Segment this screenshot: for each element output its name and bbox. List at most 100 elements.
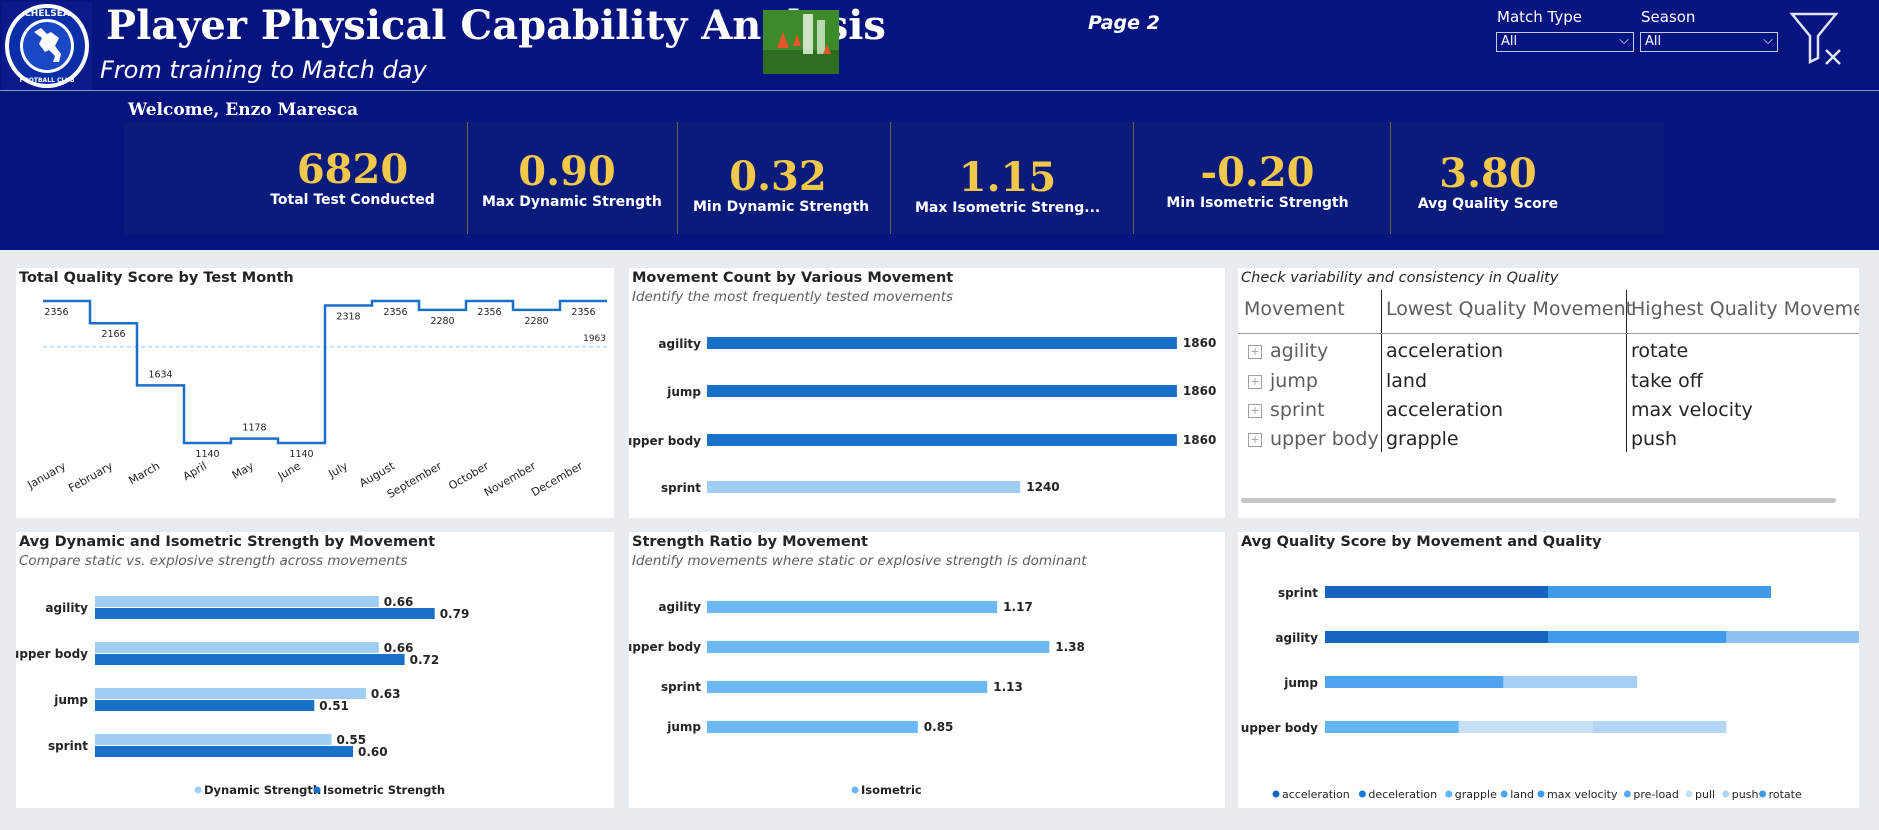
data-label: 1.38: [1055, 640, 1085, 654]
legend-marker: [1358, 790, 1366, 798]
highest-cell: take off: [1631, 370, 1703, 392]
data-label: 1634: [148, 369, 172, 380]
legend-label: Isometric: [861, 783, 922, 797]
kpi-divider: [890, 122, 891, 234]
movement-cell: jump: [1270, 370, 1318, 392]
column-header-movement[interactable]: Movement: [1244, 298, 1345, 320]
x-tick-label: November: [482, 459, 538, 499]
line-chart-panel[interactable]: Total Quality Score by Test Month 1963 23…: [16, 268, 614, 518]
legend-label: max velocity: [1547, 788, 1618, 801]
chart-subtitle: Identify the most frequently tested move…: [632, 289, 954, 305]
data-label: 2318: [336, 311, 360, 322]
data-label: 2356: [571, 307, 595, 318]
average-label: 1963: [583, 334, 606, 344]
chevron-down-icon: ⌵: [1619, 33, 1629, 48]
movement-cell: upper body: [1270, 428, 1379, 450]
data-label: 0.60: [358, 745, 388, 759]
column-divider: [1626, 290, 1627, 452]
chart-title: Avg Quality Score by Movement and Qualit…: [1241, 534, 1602, 550]
page-number-label: Page 2: [1088, 12, 1160, 34]
expand-icon[interactable]: +: [1248, 374, 1262, 389]
quality-chart-panel[interactable]: Avg Quality Score by Movement and Qualit…: [1238, 532, 1859, 808]
y-tick-label: upper body: [1241, 721, 1318, 735]
legend-label: deceleration: [1368, 788, 1437, 801]
horizontal-scrollbar[interactable]: [1241, 498, 1836, 503]
data-label: 1.13: [993, 680, 1023, 694]
data-label: 0.55: [337, 733, 367, 747]
table-row[interactable]: + jump: [1248, 370, 1318, 392]
data-label: 2280: [430, 316, 454, 327]
legend-marker: [1272, 790, 1280, 798]
lowest-cell: acceleration: [1386, 340, 1504, 362]
y-tick-label: sprint: [661, 481, 701, 495]
kpi-divider: [1390, 122, 1391, 234]
bar-isometric: [95, 654, 405, 665]
highest-cell: rotate: [1631, 340, 1689, 362]
x-tick-label: June: [275, 459, 303, 483]
movement-count-chart: agility 1860 jump 1860 upper body 1860 sprint 1…: [629, 336, 1216, 495]
lowest-cell: acceleration: [1386, 399, 1504, 421]
table-row[interactable]: + agility: [1248, 340, 1328, 362]
y-tick-label: jump: [1283, 676, 1318, 690]
bar-dynamic: [95, 688, 366, 699]
stacked-segment: [1548, 586, 1771, 598]
stacked-segment: [1458, 721, 1593, 733]
ratio-chart: agility 1.17 upper body 1.38 sprint 1.13 jump 0…: [629, 600, 1085, 797]
table-row[interactable]: + sprint: [1248, 399, 1325, 421]
season-value: All: [1645, 34, 1662, 49]
kpi-min-isometric: -0.20 Min Isometric Strength: [1165, 151, 1350, 263]
table-row[interactable]: + upper body: [1248, 428, 1379, 450]
data-label: 0.51: [319, 699, 349, 713]
kpi-label: Max Dynamic Strength: [482, 194, 662, 210]
column-header-highest[interactable]: Highest Quality Movement: [1631, 298, 1859, 320]
kpi-value: 6820: [296, 146, 409, 193]
legend-label: push: [1732, 788, 1759, 801]
bar: [707, 385, 1177, 397]
column-header-lowest[interactable]: Lowest Quality Movement: [1386, 298, 1634, 320]
legend-label: Isometric Strength: [323, 783, 445, 797]
column-divider: [1381, 290, 1382, 452]
bar-dynamic: [95, 734, 332, 745]
data-label: 0.85: [924, 720, 954, 734]
strength-chart-panel[interactable]: Avg Dynamic and Isometric Strength by Mo…: [16, 532, 614, 808]
y-tick-label: sprint: [661, 680, 701, 694]
bar-isometric: [95, 746, 353, 757]
kpi-avg-quality: 3.80 Avg Quality Score: [1403, 152, 1573, 264]
kpi-total-tests: 6820 Total Test Conducted: [270, 148, 435, 260]
page-subtitle: From training to Match day: [100, 56, 427, 84]
kpi-divider: [1133, 122, 1134, 234]
expand-icon[interactable]: +: [1248, 344, 1262, 359]
expand-icon[interactable]: +: [1248, 403, 1262, 418]
table-title: Check variability and consistency in Qua…: [1241, 270, 1559, 286]
season-slicer[interactable]: All ⌵: [1640, 32, 1778, 52]
chevron-down-icon: ⌵: [1763, 33, 1773, 48]
expand-icon[interactable]: +: [1248, 432, 1262, 447]
chart-title: Strength Ratio by Movement: [632, 534, 868, 550]
data-label: 0.66: [384, 641, 414, 655]
legend-marker: [851, 786, 859, 794]
kpi-value: 3.80: [1439, 150, 1537, 197]
match-type-slicer[interactable]: All ⌵: [1496, 32, 1634, 52]
match-type-value: All: [1501, 34, 1518, 49]
kpi-label: Min Isometric Strength: [1166, 195, 1349, 211]
data-label: 1140: [195, 449, 219, 460]
ratio-chart-panel[interactable]: Strength Ratio by Movement Identify move…: [629, 532, 1225, 808]
legend-marker: [1685, 790, 1693, 798]
chart-subtitle: Compare static vs. explosive strength ac…: [19, 553, 408, 569]
data-label: 2356: [44, 307, 68, 318]
legend-label: pre-load: [1633, 788, 1679, 801]
movement-count-panel[interactable]: Movement Count by Various Movement Ident…: [629, 268, 1225, 518]
logo-text-bottom: FOOTBALL CLUB: [20, 77, 75, 84]
legend-marker: [1537, 790, 1545, 798]
legend-label: pull: [1695, 788, 1715, 801]
season-label: Season: [1641, 8, 1696, 26]
header-divider: [0, 90, 1879, 91]
clear-filter-icon[interactable]: [1788, 10, 1848, 66]
legend-label: land: [1510, 788, 1534, 801]
kpi-band: [124, 122, 1664, 234]
welcome-message: Welcome, Enzo Maresca: [128, 100, 359, 120]
variability-table-panel[interactable]: Check variability and consistency in Qua…: [1238, 268, 1859, 518]
y-tick-label: upper body: [16, 647, 88, 661]
y-tick-label: agility: [1275, 631, 1318, 645]
